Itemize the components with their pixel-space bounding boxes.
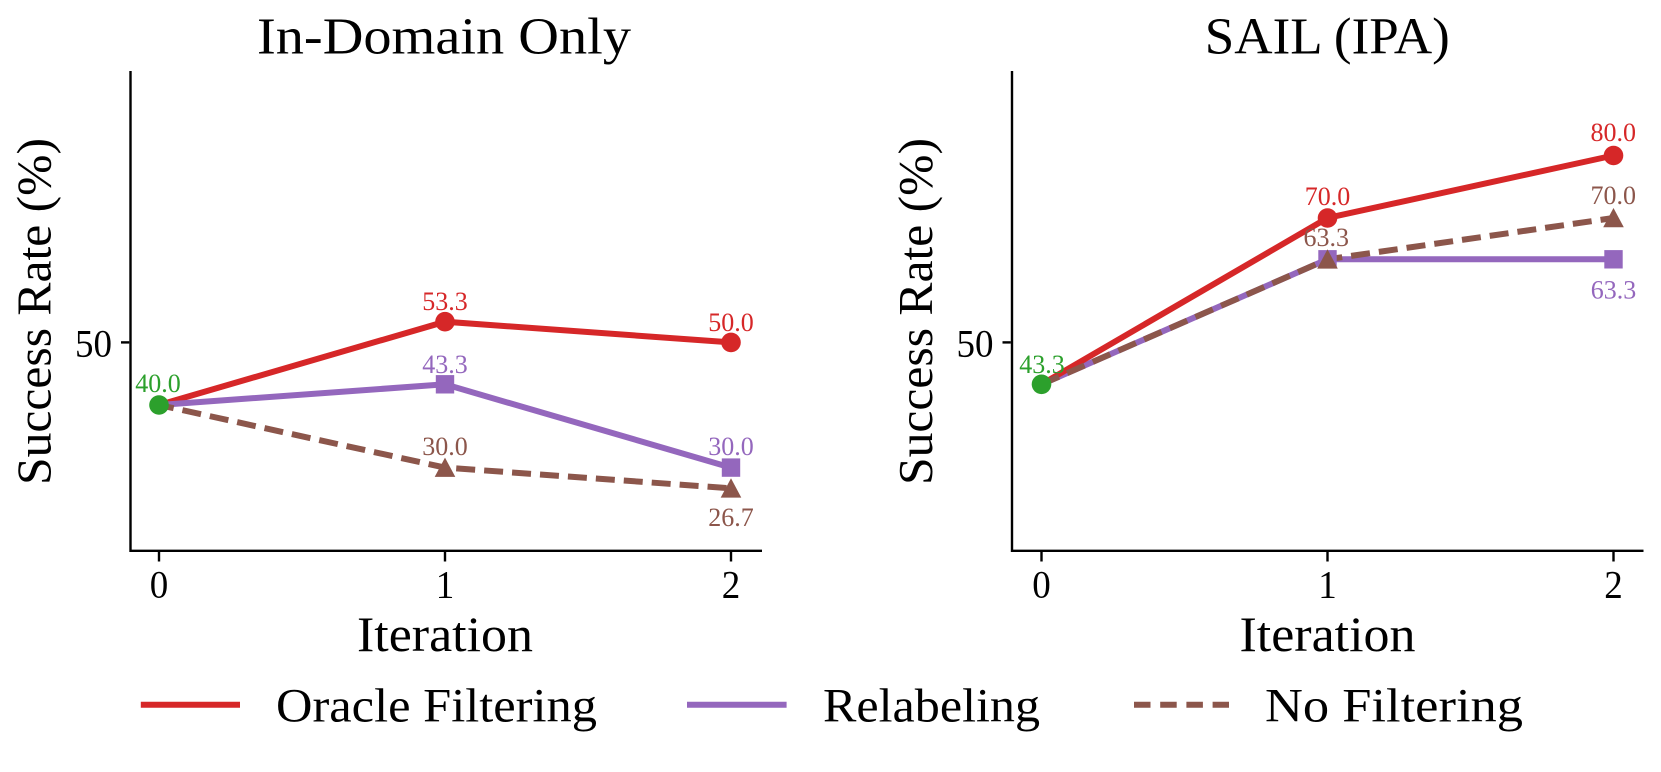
svg-text:30.0: 30.0 [422,432,468,461]
svg-text:50: 50 [957,323,994,366]
svg-text:Success Rate (%): Success Rate (%) [888,138,943,485]
svg-text:No Filtering: No Filtering [1265,680,1523,733]
svg-text:43.3: 43.3 [1019,350,1065,379]
svg-text:1: 1 [1318,564,1337,607]
svg-text:1: 1 [436,564,455,607]
svg-text:50: 50 [75,323,112,366]
svg-text:40.0: 40.0 [135,369,181,398]
svg-text:Success Rate (%): Success Rate (%) [7,138,62,485]
svg-text:Iteration: Iteration [357,606,533,662]
svg-text:In-Domain Only: In-Domain Only [257,9,631,66]
svg-text:80.0: 80.0 [1591,118,1637,147]
svg-text:70.0: 70.0 [1305,182,1351,211]
svg-text:43.3: 43.3 [422,350,468,379]
svg-text:Oracle Filtering: Oracle Filtering [276,680,597,733]
svg-text:0: 0 [150,564,169,607]
svg-text:2: 2 [722,564,741,607]
svg-text:2: 2 [1604,564,1623,607]
svg-text:70.0: 70.0 [1591,181,1637,210]
svg-text:50.0: 50.0 [708,308,754,337]
svg-text:SAIL (IPA): SAIL (IPA) [1205,9,1450,66]
svg-text:Relabeling: Relabeling [823,680,1040,733]
svg-text:63.3: 63.3 [1591,276,1637,305]
svg-text:26.7: 26.7 [708,503,754,532]
svg-text:63.3: 63.3 [1304,223,1350,252]
svg-text:53.3: 53.3 [422,287,468,316]
svg-text:Iteration: Iteration [1240,606,1416,662]
svg-text:0: 0 [1032,564,1051,607]
svg-text:30.0: 30.0 [708,432,754,461]
